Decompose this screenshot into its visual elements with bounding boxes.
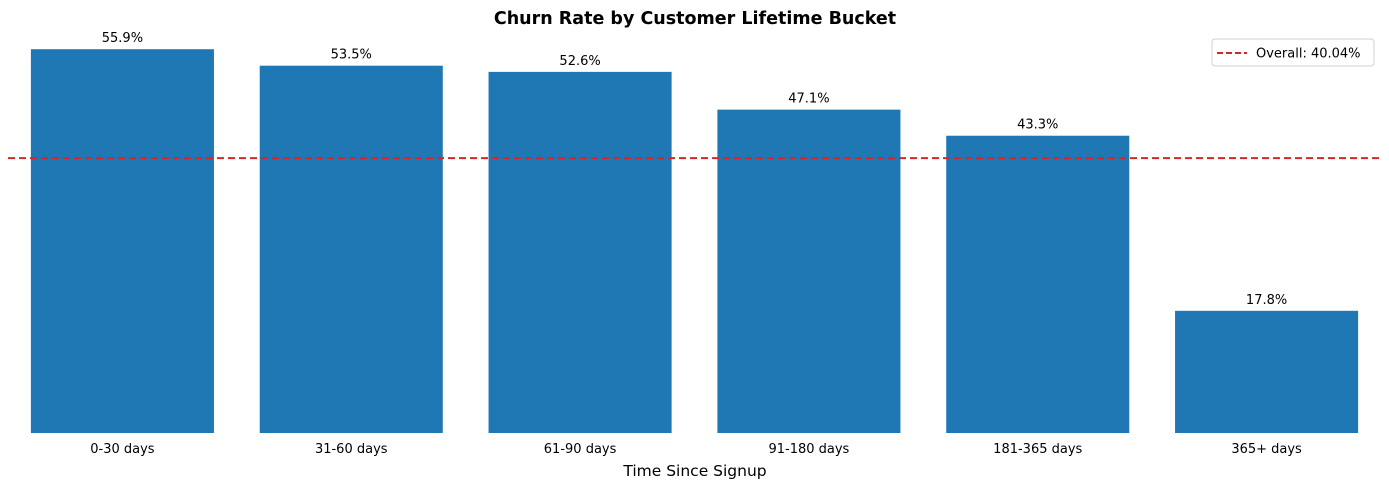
chart-title: Churn Rate by Customer Lifetime Bucket xyxy=(494,9,896,29)
bars-group xyxy=(30,49,1359,434)
x-tick-label: 61-90 days xyxy=(544,442,617,457)
x-axis-label: Time Since Signup xyxy=(622,462,766,480)
x-tick-label: 91-180 days xyxy=(768,442,849,457)
legend-label: Overall: 40.04% xyxy=(1256,47,1361,62)
bar-61-90-days xyxy=(488,71,672,434)
data-labels: 55.9% 53.5% 52.6% 47.1% 43.3% 17.8% xyxy=(102,31,1287,308)
bar-365-days xyxy=(1175,310,1359,433)
bar-91-180-days xyxy=(717,109,901,433)
x-tick-label: 181-365 days xyxy=(993,442,1082,457)
x-tick-label: 365+ days xyxy=(1231,442,1302,457)
bar-data-label: 55.9% xyxy=(102,31,143,46)
x-tick-label: 31-60 days xyxy=(315,442,388,457)
bar-data-label: 52.6% xyxy=(559,54,600,69)
legend: Overall: 40.04% xyxy=(1211,38,1375,67)
bar-31-60-days xyxy=(259,65,443,434)
legend-box xyxy=(1211,38,1375,67)
x-tick-labels: 0-30 days 31-60 days 61-90 days 91-180 days… xyxy=(90,442,1302,457)
bar-data-label: 43.3% xyxy=(1017,118,1058,133)
bar-data-label: 47.1% xyxy=(788,92,829,107)
bar-181-365-days xyxy=(946,135,1130,434)
bar-0-30-days xyxy=(30,49,214,433)
bar-data-label: 17.8% xyxy=(1246,293,1287,308)
bar-data-label: 53.5% xyxy=(331,48,372,63)
x-tick-label: 0-30 days xyxy=(90,442,155,457)
